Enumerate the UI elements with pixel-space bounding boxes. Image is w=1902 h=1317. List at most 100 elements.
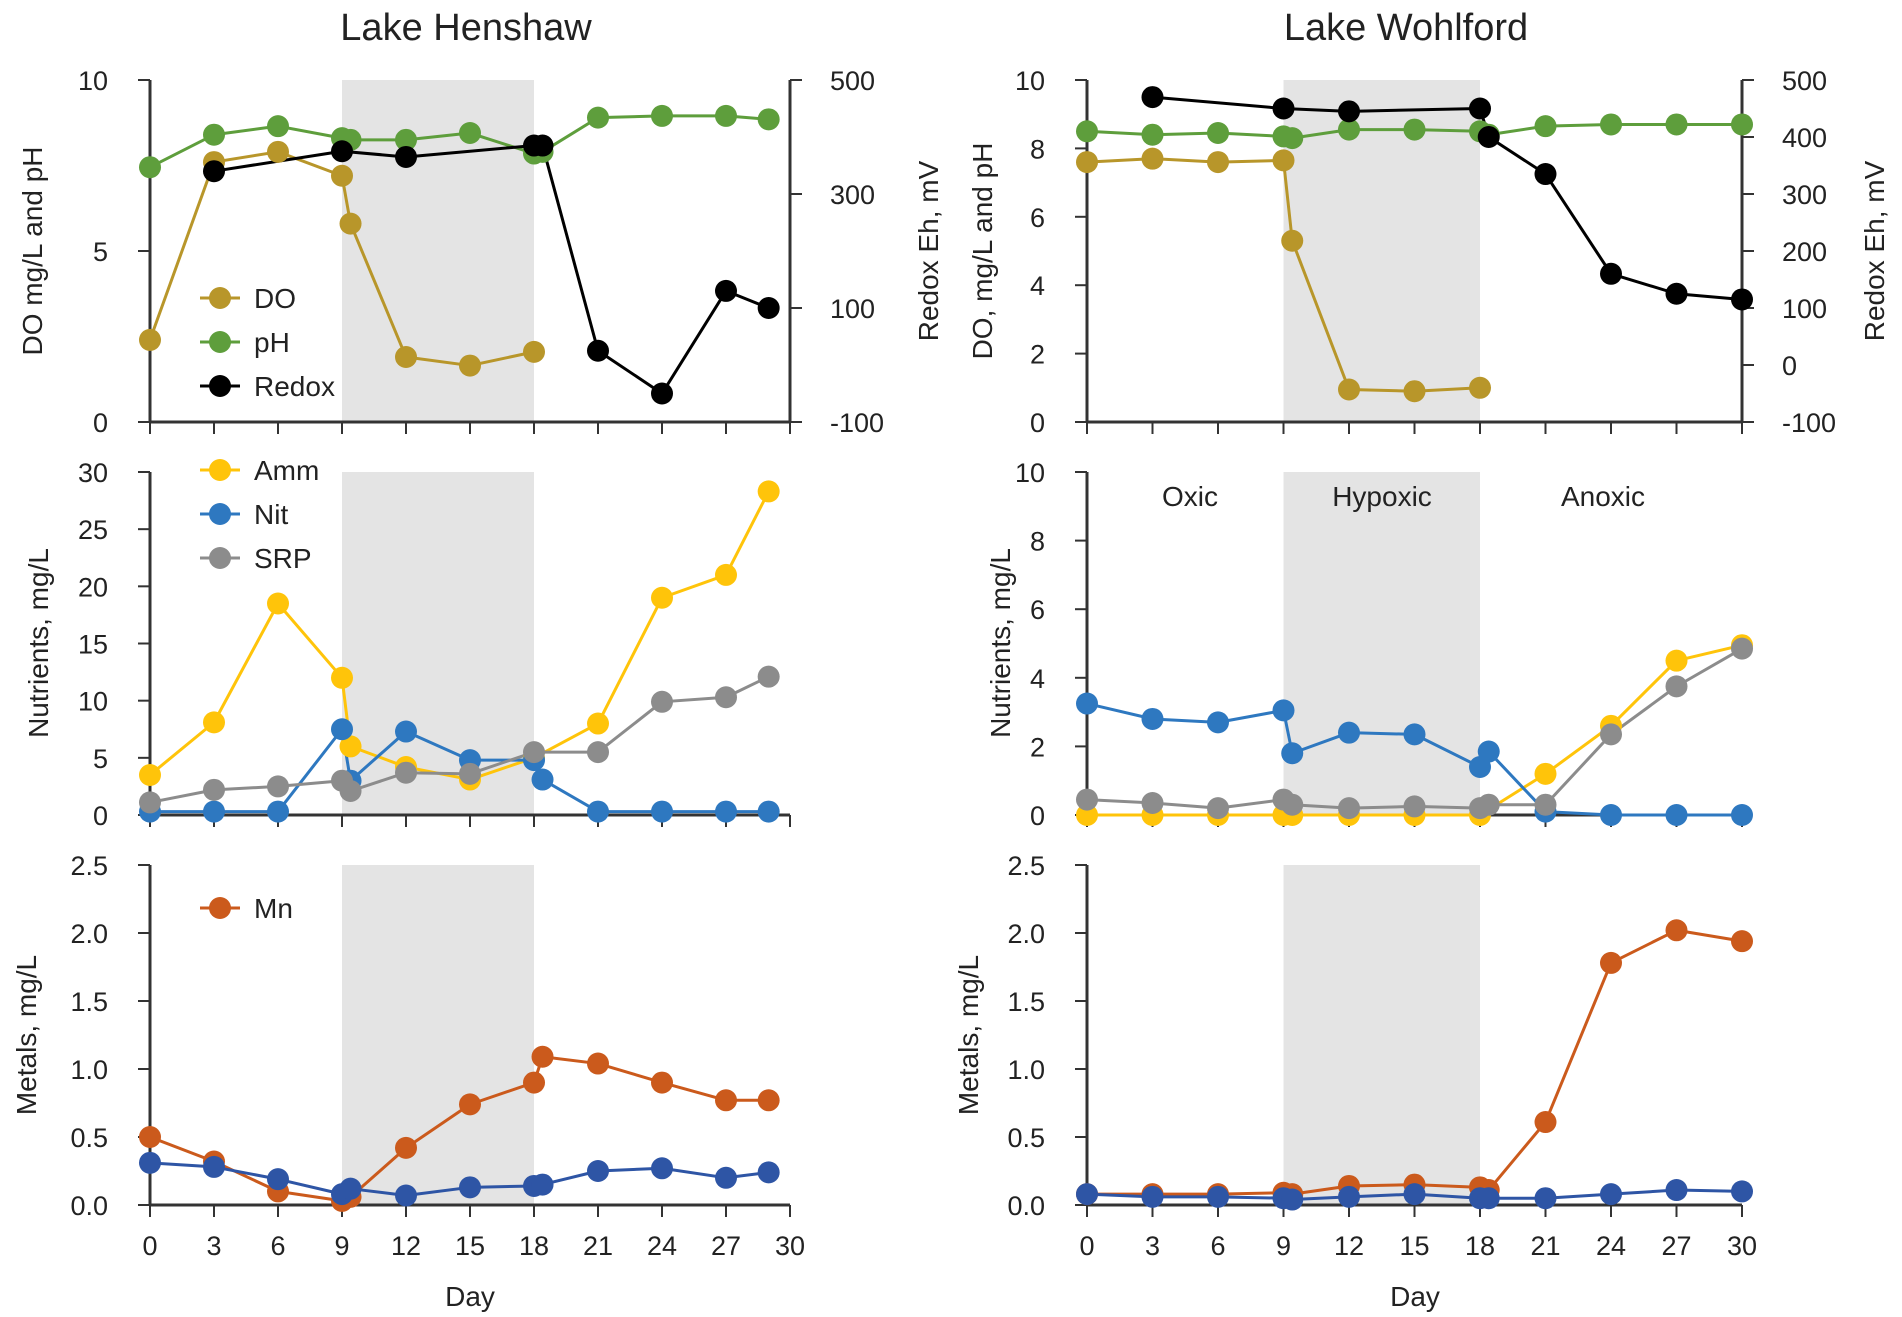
x-tick-label: 21: [1530, 1231, 1560, 1261]
data-point-ph: [1534, 115, 1557, 138]
data-point-nit: [531, 768, 554, 791]
data-point-mn: [395, 1136, 417, 1159]
y2-tick-label: 500: [1782, 66, 1827, 96]
data-point-ph: [459, 122, 481, 145]
y-tick-label: 15: [78, 630, 108, 660]
y-tick-label: 0: [93, 408, 108, 438]
data-point-redox: [1141, 86, 1164, 109]
data-point-srp: [1403, 795, 1426, 818]
x-tick-label: 24: [647, 1231, 677, 1261]
data-point-do: [1338, 378, 1360, 401]
data-point-srp: [1665, 675, 1688, 698]
hypoxic-shade: [1283, 80, 1480, 422]
data-point-ph: [1403, 118, 1426, 141]
data-point-fe: [1665, 1179, 1688, 1202]
y2-axis-label: Redox Eh, mV: [913, 160, 944, 341]
y2-tick-label: -100: [1782, 408, 1836, 438]
data-point-amm: [1665, 649, 1688, 672]
y-tick-label: 6: [1030, 203, 1045, 233]
panel-wohlford_mid: 0 2 4 6 8 10 Nutrients, mg/L Oxic Hypoxic Anoxic: [985, 458, 1753, 831]
y-tick-label: 0.5: [1007, 1123, 1045, 1153]
y-tick-label: 8: [1030, 134, 1045, 164]
data-point-redox: [651, 382, 673, 405]
data-point-ph: [1076, 120, 1098, 143]
data-point-fe: [715, 1166, 737, 1189]
data-point-amm: [651, 586, 673, 609]
data-point-amm: [715, 563, 737, 586]
data-point-nit: [1272, 699, 1295, 722]
data-point-do: [1403, 380, 1426, 403]
data-point-srp: [1141, 791, 1164, 814]
data-point-mn: [139, 1126, 161, 1148]
y-tick-label: 4: [1030, 664, 1045, 694]
data-point-redox: [1534, 163, 1557, 186]
panel-henshaw_bot: 0 3 6 9 12 15 18 21 24 27 30 Day 0.0 0.5 1.0 1.5 2.0 2.5 M…: [11, 851, 805, 1312]
data-point-mn: [523, 1071, 545, 1094]
data-point-fe: [587, 1160, 609, 1182]
data-point-do: [1281, 229, 1304, 252]
x-tick-label: 18: [519, 1231, 549, 1261]
data-point-nit: [1731, 804, 1753, 826]
x-tick-label: 3: [206, 1231, 221, 1261]
y-tick-label: 30: [78, 458, 108, 488]
y-tick-label: 0: [1030, 408, 1045, 438]
data-point-redox: [1477, 126, 1500, 148]
data-point-amm: [139, 763, 161, 786]
x-tick-label: 0: [1079, 1231, 1094, 1261]
data-point-nit: [267, 800, 289, 823]
data-point-redox: [1600, 262, 1622, 285]
data-point-nit: [587, 800, 609, 823]
data-point-fe: [651, 1157, 673, 1180]
x-axis-label: Day: [445, 1281, 495, 1312]
legend-marker: [209, 331, 231, 353]
hypoxic-shade: [342, 472, 534, 815]
data-point-amm: [1076, 804, 1098, 826]
data-point-redox: [395, 145, 417, 168]
hypoxic-shade: [1283, 865, 1480, 1205]
y2-tick-label: 500: [830, 66, 875, 96]
x-tick-label: 27: [711, 1231, 741, 1261]
legend-label: DO: [254, 283, 296, 314]
x-tick-label: 30: [1727, 1231, 1757, 1261]
data-point-ph: [1281, 127, 1304, 150]
y-axis-label: Metals, mg/L: [11, 955, 42, 1115]
data-point-mn: [1665, 919, 1688, 942]
data-point-ph: [1731, 113, 1753, 136]
data-point-fe: [1403, 1183, 1426, 1206]
y-tick-label: 1.0: [70, 1055, 108, 1085]
data-point-redox: [1272, 97, 1295, 120]
data-point-srp: [715, 686, 737, 709]
y-tick-label: 20: [78, 572, 108, 602]
data-point-mn: [757, 1089, 780, 1112]
y2-tick-label: -100: [830, 408, 884, 438]
data-point-mn: [1534, 1111, 1557, 1134]
chart-title: Lake Henshaw: [340, 7, 592, 49]
y-tick-label: 1.0: [1007, 1055, 1045, 1085]
y-axis-label: DO, mg/L and pH: [967, 143, 998, 360]
y2-axis-label: Redox Eh, mV: [1859, 160, 1890, 341]
y-tick-label: 10: [1015, 458, 1045, 488]
data-point-redox: [1338, 100, 1360, 123]
data-point-nit: [395, 720, 417, 743]
data-point-do: [1469, 376, 1491, 399]
x-tick-label: 12: [391, 1231, 421, 1261]
panel-henshaw_top: 0 5 10 -100 100 300 500 DO mg/L and pH Redox Eh,…: [17, 7, 944, 438]
legend-label: Redox: [254, 371, 335, 402]
data-point-srp: [1281, 793, 1304, 816]
y-tick-label: 1.5: [1007, 987, 1045, 1017]
data-point-ph: [203, 123, 225, 146]
y-tick-label: 2: [1030, 732, 1045, 762]
hypoxic-shade: [1283, 472, 1480, 815]
data-point-srp: [1338, 797, 1360, 820]
legend-label: Nit: [254, 499, 288, 530]
y-tick-label: 10: [78, 66, 108, 96]
data-point-fe: [1338, 1185, 1360, 1208]
data-point-srp: [1076, 788, 1098, 811]
data-point-amm: [1534, 762, 1557, 785]
data-point-srp: [339, 779, 362, 802]
y2-tick-label: 0: [1782, 351, 1797, 381]
x-tick-label: 6: [1210, 1231, 1225, 1261]
x-tick-label: 21: [583, 1231, 613, 1261]
data-point-redox: [1731, 288, 1753, 311]
x-tick-label: 9: [1276, 1231, 1291, 1261]
